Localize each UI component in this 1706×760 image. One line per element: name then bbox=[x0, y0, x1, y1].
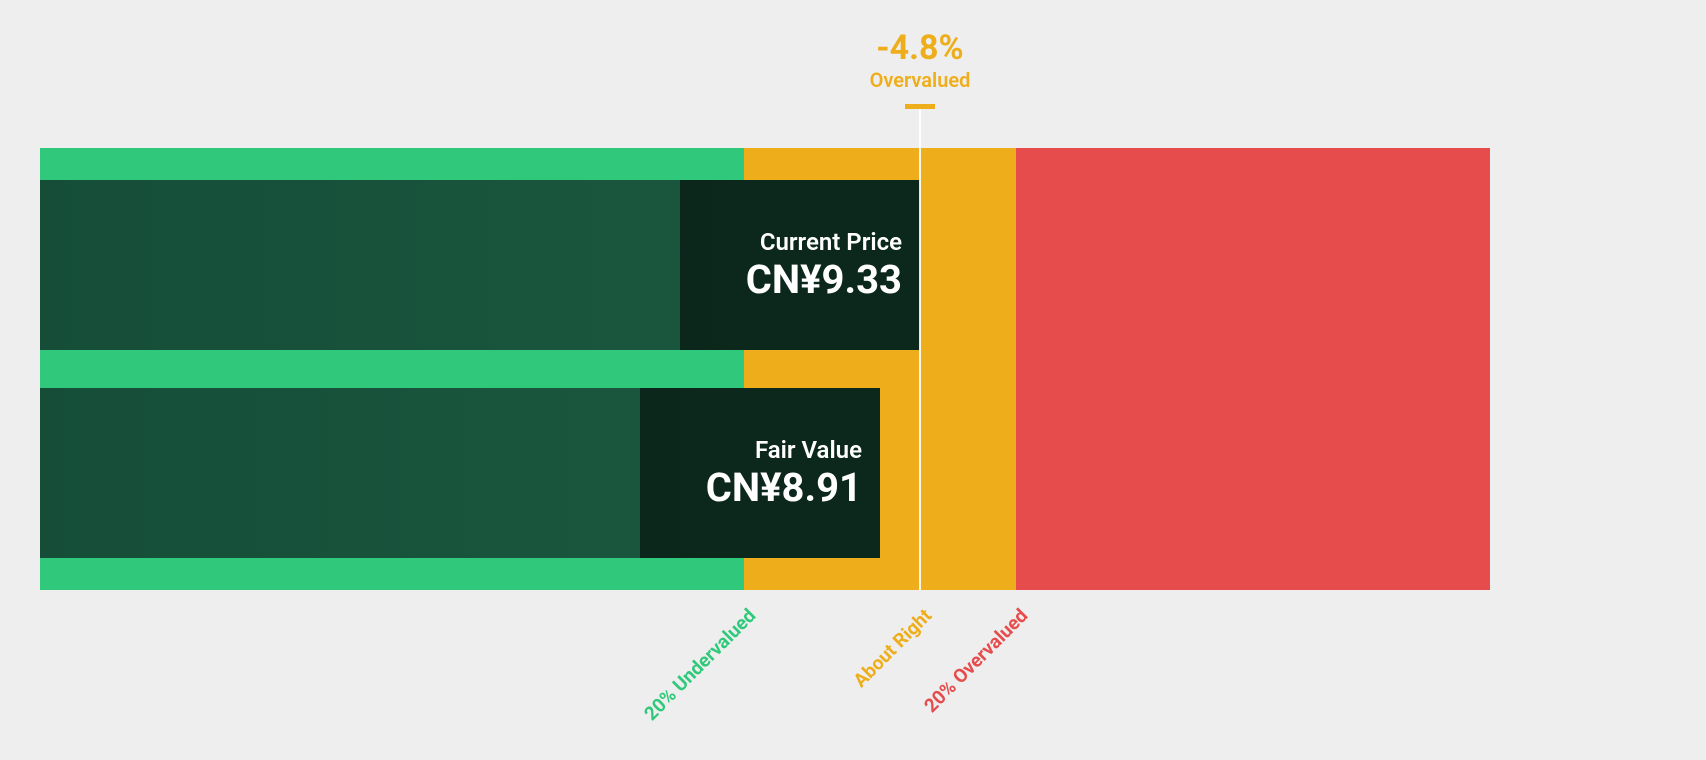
valuation-pct: -4.8% bbox=[870, 28, 971, 68]
bar-fair-value: Fair Value CN¥8.91 bbox=[40, 388, 880, 558]
bar-fair-value-label-box: Fair Value CN¥8.91 bbox=[640, 388, 880, 558]
band-overvalued bbox=[1016, 148, 1490, 590]
indicator-line bbox=[919, 109, 921, 590]
bar-current-price: Current Price CN¥9.33 bbox=[40, 180, 920, 350]
valuation-chart: -4.8% Overvalued Current Price CN¥9.33 F… bbox=[40, 0, 1666, 760]
bar-fair-value-value: CN¥8.91 bbox=[706, 464, 862, 511]
axis-label-about-right: About Right bbox=[849, 604, 937, 692]
axis-label-overvalued: 20% Overvalued bbox=[919, 604, 1032, 717]
bar-current-price-value: CN¥9.33 bbox=[746, 256, 902, 303]
bar-fair-value-title: Fair Value bbox=[755, 436, 862, 464]
bar-current-price-title: Current Price bbox=[760, 228, 902, 256]
bar-current-price-label-box: Current Price CN¥9.33 bbox=[680, 180, 920, 350]
axis-label-undervalued: 20% Undervalued bbox=[639, 604, 760, 725]
valuation-status: Overvalued bbox=[870, 68, 971, 92]
valuation-headline: -4.8% Overvalued bbox=[870, 28, 971, 92]
